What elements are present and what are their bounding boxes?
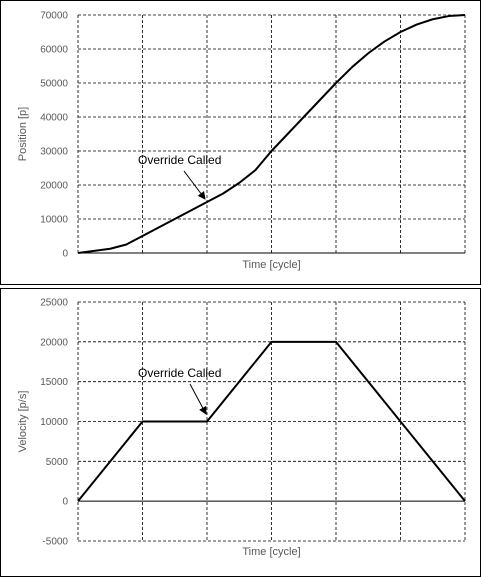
velocity-y-tick-label: 5000 [46,457,69,468]
position-y-tick-label: 70000 [40,11,68,22]
position-y-axis-label: Position [p] [17,107,29,161]
velocity-y-tick-label: 20000 [40,337,68,348]
position-y-tick-label: 40000 [40,113,68,124]
velocity-y-tick-label: 0 [62,497,68,508]
position-y-tick-label: 60000 [40,45,68,56]
position-y-tick-label: 20000 [40,181,68,192]
velocity-y-tick-label: 25000 [40,298,68,309]
position-y-tick-label: 30000 [40,147,68,158]
velocity-x-axis-label: Time [cycle] [242,546,300,558]
position-annotation-text: Override Called [138,153,221,167]
position-y-tick-label: 0 [62,249,68,260]
velocity-y-tick-label: 15000 [40,377,68,388]
velocity-y-axis-label: Velocity [p/s] [17,391,29,453]
position-annotation-arrow [183,170,206,200]
position-x-axis-label: Time [cycle] [242,259,300,271]
velocity-annotation-arrow [189,383,207,415]
velocity-annotation-text: Override Called [138,366,221,380]
position-y-tick-label: 50000 [40,79,68,90]
velocity-y-tick-label: 10000 [40,417,68,428]
velocity-series-line [77,340,466,502]
position-chart-panel [0,0,481,285]
velocity-y-tick-label: -5000 [42,537,68,548]
position-y-tick-label: 10000 [40,215,68,226]
position-series-line [77,14,466,254]
